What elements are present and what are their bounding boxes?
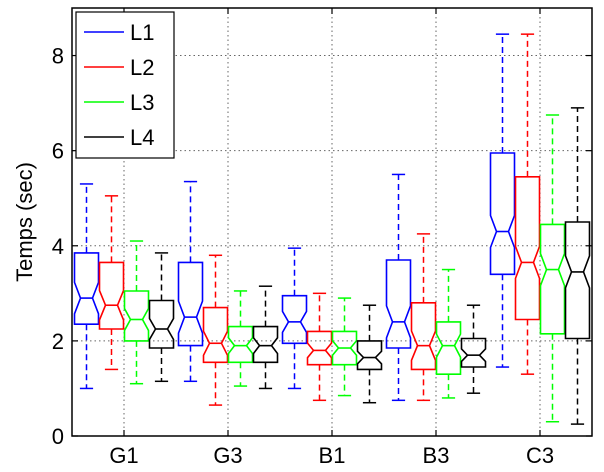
box-body (564, 221, 591, 340)
axes: 0 2 4 6 8 G1 G3 B1 B3 C3 (52, 8, 592, 468)
series-l3 (123, 114, 566, 423)
box-body (252, 325, 279, 364)
series-l1 (73, 33, 516, 402)
box-l3-b3 (435, 268, 462, 399)
box-body (306, 330, 333, 366)
x-tick-label: G1 (109, 443, 138, 468)
y-tick-label: 4 (52, 234, 64, 259)
box-body (356, 340, 383, 371)
series-l2 (98, 33, 541, 406)
box-l3-g1 (123, 240, 150, 385)
box-plot-series (73, 33, 591, 425)
box-l1-g3 (177, 180, 204, 383)
legend-label-l4: L4 (130, 125, 154, 150)
box-l4-b1 (356, 304, 383, 404)
box-body (227, 325, 254, 364)
box-body (123, 290, 150, 342)
y-tick-label: 6 (52, 139, 64, 164)
box-l4-g1 (148, 252, 175, 383)
box-body (98, 261, 125, 330)
x-tick-label: B1 (319, 443, 346, 468)
box-l1-b1 (281, 247, 308, 390)
box-body (202, 306, 229, 364)
box-body (489, 152, 516, 276)
legend-label-l2: L2 (130, 55, 154, 80)
x-tick-label: B3 (423, 443, 450, 468)
x-tick-label: C3 (526, 443, 554, 468)
x-tick-label: G3 (213, 443, 242, 468)
box-l4-b3 (460, 304, 487, 394)
box-l1-b3 (385, 173, 412, 402)
box-l2-g3 (202, 254, 229, 406)
box-body (281, 294, 308, 345)
box-l1-c3 (489, 33, 516, 368)
y-axis-label: Temps (sec) (12, 162, 37, 282)
y-tick-label: 8 (52, 44, 64, 69)
box-l2-g1 (98, 195, 125, 371)
box-body (73, 252, 100, 326)
box-body (539, 223, 566, 335)
box-l1-g1 (73, 183, 100, 390)
box-body (331, 330, 358, 366)
box-body (177, 261, 204, 347)
box-body (435, 321, 462, 376)
legend-box (75, 11, 175, 159)
box-l3-c3 (539, 114, 566, 423)
series-l4 (148, 107, 591, 425)
legend: L1 L2 L3 L4 (75, 11, 175, 159)
box-l2-b3 (410, 233, 437, 402)
legend-label-l3: L3 (130, 90, 154, 115)
box-body (460, 337, 487, 368)
box-body (514, 176, 541, 321)
y-tick-label: 0 (52, 424, 64, 449)
box-body (410, 301, 437, 371)
box-l2-c3 (514, 33, 541, 375)
box-body (148, 299, 175, 349)
legend-label-l1: L1 (130, 20, 154, 45)
box-l4-c3 (564, 107, 591, 425)
box-l3-b1 (331, 297, 358, 397)
box-l4-g3 (252, 285, 279, 390)
box-l2-b1 (306, 292, 333, 402)
box-body (385, 259, 412, 349)
y-tick-label: 2 (52, 329, 64, 354)
box-l3-g3 (227, 290, 254, 387)
